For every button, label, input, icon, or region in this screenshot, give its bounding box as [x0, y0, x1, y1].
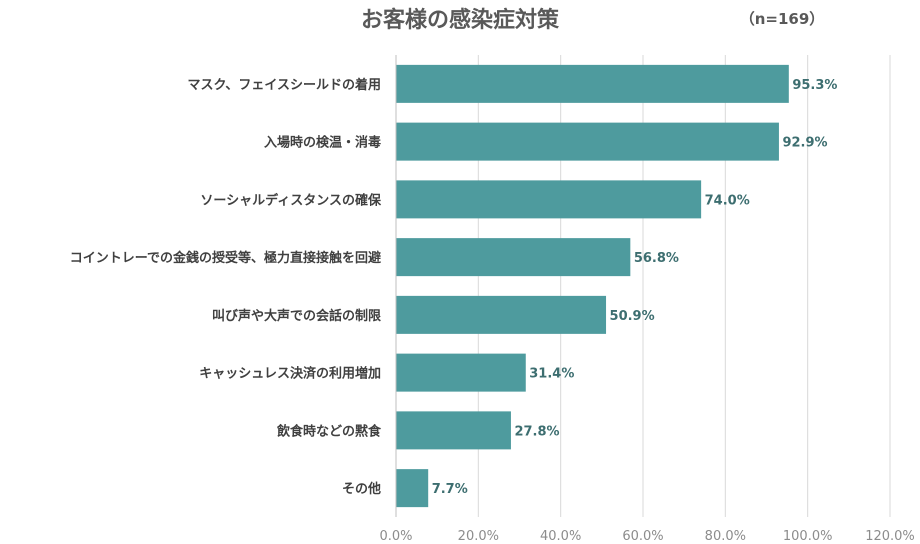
category-label: 飲食時などの黙食	[276, 423, 382, 439]
category-labels: マスク、フェイスシールドの着用 95.3% 入場時の検温・消毒 92.9% ソーシャルデ…	[70, 77, 838, 497]
x-tick-label: 100.0%	[783, 529, 833, 544]
x-tick-label: 60.0%	[622, 529, 663, 544]
category-label: コイントレーでの金銭の授受等、極力直接接触を回避	[70, 250, 381, 266]
bar	[396, 469, 429, 508]
x-tick-label: 80.0%	[705, 529, 746, 544]
bar	[396, 122, 779, 161]
x-tick-label: 0.0%	[379, 529, 412, 544]
category-label: キャッシュレス決済の利用増加	[199, 366, 381, 382]
data-label: 95.3%	[792, 78, 837, 93]
category-label: マスク、フェイスシールドの着用	[188, 77, 381, 93]
category-label: ソーシャルディスタンスの確保	[200, 192, 382, 208]
data-label: 31.4%	[529, 367, 574, 382]
chart-title: お客様の感染症対策	[361, 7, 560, 33]
x-tick-label: 40.0%	[540, 529, 581, 544]
x-axis-ticks: 0.0% 20.0% 40.0% 60.0% 80.0% 100.0% 120.0%	[379, 529, 914, 544]
category-label: 入場時の検温・消毒	[264, 135, 381, 151]
sample-size-note: （n=169）	[740, 10, 825, 28]
data-label: 56.8%	[634, 251, 679, 266]
category-label: 叫び声や大声での会話の制限	[212, 308, 382, 324]
bar	[396, 411, 511, 450]
data-label: 74.0%	[705, 193, 750, 208]
bar	[396, 295, 607, 334]
bar	[396, 180, 702, 219]
x-tick-label: 120.0%	[865, 529, 915, 544]
bar	[396, 64, 789, 103]
category-label: その他	[342, 481, 381, 497]
data-label: 7.7%	[432, 482, 468, 497]
data-label: 27.8%	[514, 424, 559, 439]
data-label: 92.9%	[782, 136, 827, 151]
bars	[396, 64, 789, 508]
x-tick-label: 20.0%	[458, 529, 499, 544]
bar	[396, 353, 526, 392]
data-label: 50.9%	[610, 309, 655, 324]
bar	[396, 238, 631, 277]
